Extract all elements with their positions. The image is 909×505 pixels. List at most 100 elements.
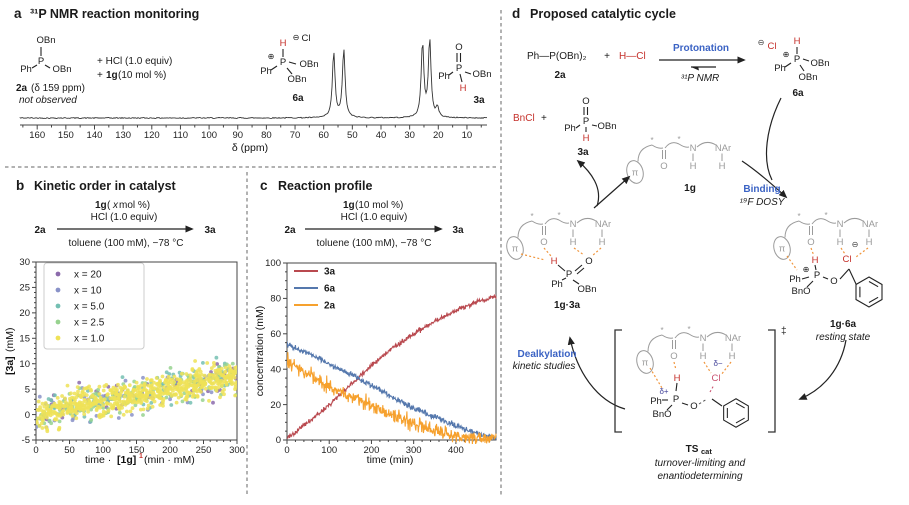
data-point-x=10 — [141, 375, 145, 380]
Ph-label: Ph — [20, 64, 32, 75]
x-tick-label: 200 — [162, 445, 178, 456]
nmr-tick-label: 120 — [144, 130, 160, 141]
data-point-x=1.0 — [77, 401, 82, 406]
xlabel-superscript: 1 — [139, 453, 143, 460]
svg-text:[1g]: [1g] — [117, 454, 136, 466]
data-point-x=1.0 — [223, 365, 228, 370]
data-point-x=1.0 — [187, 390, 192, 395]
data-point-x=2.5 — [141, 413, 145, 417]
data-point-x=1.0 — [223, 370, 228, 374]
y-tick-label: -5 — [22, 435, 30, 446]
data-point-x=1.0 — [75, 385, 80, 389]
condition-hcl: + HCl (1.0 equiv) — [97, 56, 172, 67]
data-point-x=1.0 — [84, 386, 89, 391]
data-point-x=1.0 — [105, 401, 110, 406]
data-point-x=5.0 — [53, 393, 57, 398]
x-tick-label: 250 — [196, 445, 212, 456]
data-point-x=1.0 — [151, 396, 156, 400]
P-label: P — [673, 394, 679, 405]
y-tick-label: 5 — [25, 384, 30, 395]
data-point-x=2.5 — [180, 399, 185, 404]
data-point-x=1.0 — [48, 413, 53, 418]
data-point-x=1.0 — [122, 394, 127, 399]
data-point-x=1.0 — [70, 395, 74, 400]
panel-c-scheme: 1g (10 mol %) HCl (1.0 equiv) 2a 3a tolu… — [284, 200, 464, 249]
data-point-x=1.0 — [42, 404, 47, 409]
data-point-x=1.0 — [88, 387, 93, 392]
data-point-x=1.0 — [116, 402, 120, 406]
panel-a-title: ³¹P NMR reaction monitoring — [30, 7, 199, 21]
data-point-x=1.0 — [228, 366, 233, 371]
data-point-x=1.0 — [214, 374, 218, 378]
data-point-x=1.0 — [171, 386, 175, 391]
data-point-x=1.0 — [205, 361, 210, 365]
plus-charge-icon: ⊕ — [268, 52, 275, 61]
plot-b-legend: x = 20 x = 10 x = 5.0 x = 2.5 x = 1.0 — [43, 262, 145, 350]
data-point-x=1.0 — [199, 373, 204, 377]
data-point-x=1.0 — [75, 404, 79, 409]
data-point-x=10 — [168, 397, 173, 402]
plus-charge-icon: ⊕ — [803, 265, 810, 274]
scatter-points — [36, 355, 237, 434]
condition-cat-bold: 1g — [106, 70, 118, 81]
P-label: P — [566, 269, 572, 280]
data-point-x=1.0 — [159, 396, 163, 401]
structure-6a-cycle-caption: 6a — [792, 88, 804, 99]
data-point-x=1.0 — [158, 403, 163, 407]
OBn-label: OBn — [36, 35, 55, 46]
complex-1g-6a: ⊖ Cl H ⊕ P Ph BnO O 1g·6a resting state — [770, 210, 883, 343]
data-point-x=1.0 — [145, 406, 150, 411]
data-point-x=1.0 — [98, 395, 103, 400]
O-label: O — [690, 401, 697, 412]
scheme-cat-close: mol %) — [119, 200, 150, 211]
data-point-x=1.0 — [127, 397, 132, 402]
data-point-x=1.0 — [76, 389, 80, 394]
data-point-x=1.0 — [192, 387, 196, 392]
data-point-x=1.0 — [81, 393, 85, 398]
y-tick-label: 100 — [265, 258, 281, 269]
scheme-product: 3a — [452, 225, 464, 236]
panel-a-letter: a — [14, 6, 22, 21]
nmr-tick-label: 150 — [58, 130, 74, 141]
data-point-x=1.0 — [185, 393, 190, 398]
data-point-x=1.0 — [117, 399, 122, 403]
data-point-x=1.0 — [140, 393, 145, 397]
BnO-label: BnO — [791, 286, 810, 297]
eq-reactant-label: 2a — [554, 70, 566, 81]
nmr-tick-label: 140 — [87, 130, 103, 141]
data-point-x=1.0 — [233, 385, 237, 389]
O-label: O — [582, 96, 589, 107]
data-point-x=1.0 — [65, 383, 70, 388]
minus-charge-icon: ⊖ — [852, 240, 859, 249]
legend-label: 3a — [324, 267, 336, 278]
structure-2a-note: not observed — [19, 95, 77, 106]
data-point-x=5.0 — [49, 398, 53, 402]
structure-3a: O P Ph OBn H 3a — [438, 42, 491, 106]
complex-1g-3a: H P O Ph OBn 1g·3a — [503, 210, 612, 311]
Ph-label: Ph — [774, 63, 786, 74]
data-point-x=1.0 — [213, 368, 218, 373]
data-point-x=1.0 — [37, 423, 42, 428]
byproduct-3a-caption: 3a — [577, 147, 589, 158]
H-label: H — [551, 256, 558, 267]
panel-a-conditions: + HCl (1.0 equiv) + 1g (10 mol %) — [97, 56, 172, 81]
data-point-x=2.5 — [217, 365, 221, 369]
Cl-label: Cl — [302, 33, 311, 44]
data-point-x=10 — [37, 394, 42, 399]
P-label: P — [456, 63, 462, 74]
data-point-x=5.0 — [169, 403, 174, 407]
P-label: P — [38, 56, 44, 67]
data-point-x=1.0 — [196, 372, 201, 377]
O-label: O — [830, 276, 837, 287]
data-point-x=1.0 — [58, 414, 63, 418]
data-point-x=2.5 — [168, 366, 173, 370]
data-point-x=1.0 — [118, 385, 123, 390]
data-point-x=1.0 — [131, 387, 136, 392]
data-point-x=1.0 — [62, 404, 67, 409]
panel-b-scheme: 1g ( x mol %) HCl (1.0 equiv) 2a 3a tolu… — [34, 200, 216, 249]
data-point-x=5.0 — [201, 361, 205, 365]
data-point-x=1.0 — [177, 390, 182, 394]
H-label: H — [280, 38, 287, 49]
data-point-x=1.0 — [101, 403, 106, 407]
eq-forward-label: Protonation — [673, 43, 729, 54]
